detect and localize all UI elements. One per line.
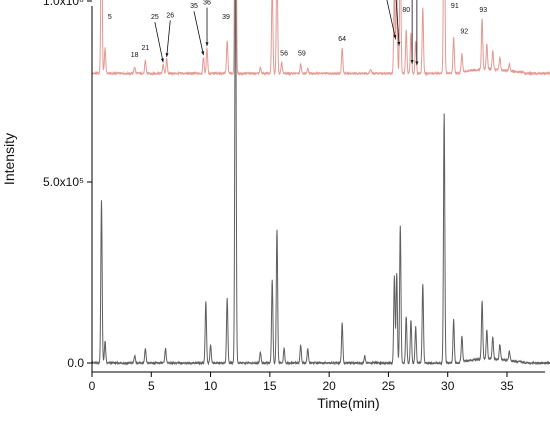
peak-label-21: 21 [141, 45, 149, 52]
peak-label-25: 25 [151, 14, 159, 21]
peak-labels: 1518212526353639415253565964767778808183… [108, 0, 487, 66]
peak-label-59: 59 [298, 50, 306, 57]
peak-label-80: 80 [402, 7, 410, 14]
peak-arrowhead-25 [160, 58, 164, 63]
x-axis-title: Time(min) [317, 395, 379, 411]
peak-arrow-26 [166, 20, 171, 57]
x-tick-label: 5 [148, 379, 155, 393]
peak-arrow-77 [395, 0, 400, 46]
x-tick-label: 0 [89, 379, 96, 393]
peak-label-93: 93 [479, 7, 487, 14]
peak-label-39: 39 [222, 14, 230, 21]
peak-label-35: 35 [190, 3, 198, 10]
peak-arrowhead-36 [205, 42, 209, 47]
peak-arrow-35 [193, 11, 204, 56]
lower-trace-line [91, 0, 550, 366]
peak-label-92: 92 [460, 29, 468, 36]
x-tick-label: 10 [204, 379, 218, 393]
x-tick-label: 25 [382, 379, 396, 393]
axes [91, 6, 545, 373]
x-ticks: 0510152025303540 [89, 372, 514, 393]
peak-arrowhead-77 [397, 41, 401, 46]
peak-label-36: 36 [203, 0, 211, 7]
trace-layer [91, 0, 550, 366]
x-tick-label: 15 [263, 379, 277, 393]
peak-label-5: 5 [108, 14, 112, 21]
peak-label-26: 26 [166, 12, 174, 19]
x-tick-label: 35 [500, 379, 514, 393]
upper-trace-line [91, 0, 550, 77]
peak-arrowhead-83 [415, 61, 419, 66]
peak-label-64: 64 [338, 36, 346, 43]
peak-label-18: 18 [131, 52, 139, 59]
y-tick-label: 0.0 [67, 356, 84, 370]
peak-arrow-25 [154, 22, 164, 63]
y-tick-label: 1.0x10⁶ [43, 0, 84, 8]
peak-arrowhead-35 [201, 51, 205, 56]
peak-label-91: 91 [451, 3, 459, 10]
x-tick-label: 30 [441, 379, 455, 393]
y-tick-label: 5.0x10⁵ [43, 175, 84, 189]
x-tick-label: 20 [322, 379, 336, 393]
y-axis-title: Intensity [1, 133, 17, 185]
peak-arrowhead-26 [165, 53, 169, 57]
peak-arrowhead-81 [410, 60, 414, 64]
peak-label-56: 56 [280, 50, 288, 57]
peak-arrow-76 [386, 0, 396, 39]
peak-arrowhead-76 [393, 34, 397, 39]
